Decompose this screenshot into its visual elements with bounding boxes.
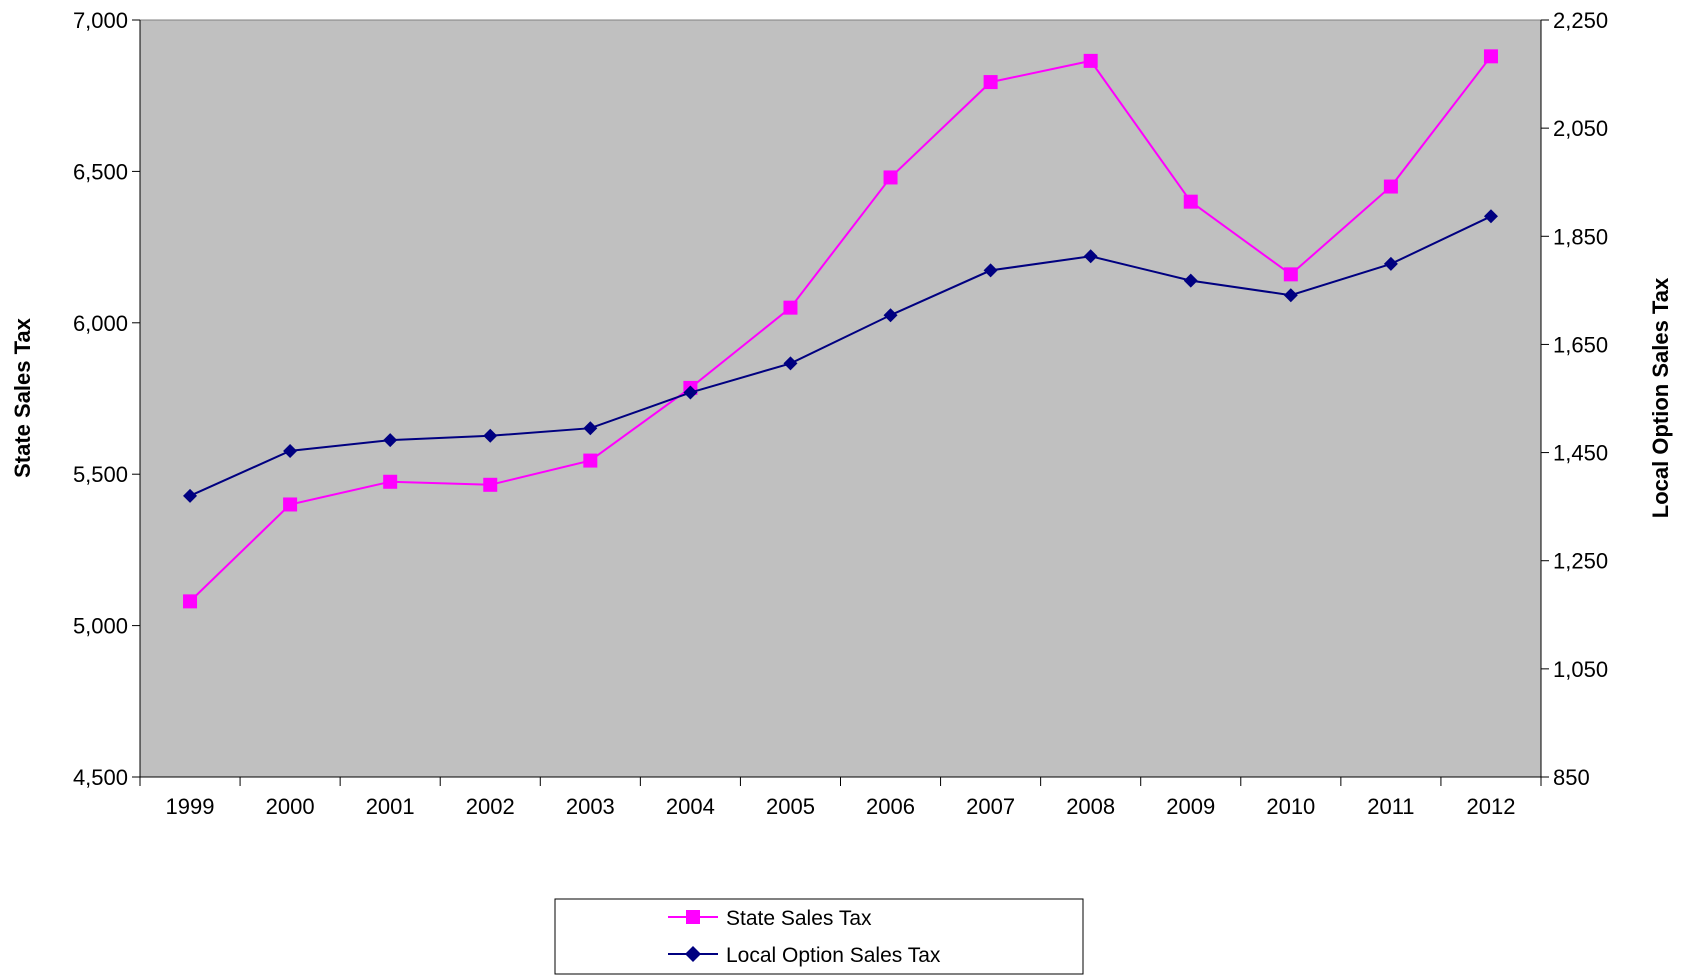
y2-tick-label: 1,050 bbox=[1553, 657, 1608, 682]
series-0-point bbox=[183, 594, 198, 609]
series-1-point bbox=[183, 488, 198, 503]
y-tick-label: 4,500 bbox=[73, 765, 128, 790]
series-1-point bbox=[1083, 249, 1098, 264]
x-tick-label: 2012 bbox=[1466, 794, 1515, 819]
legend: State Sales Tax Local Option Sales Tax bbox=[554, 898, 1084, 975]
series-line-0 bbox=[189, 55, 1492, 603]
series-1-point bbox=[983, 263, 998, 278]
plot-area bbox=[139, 19, 1542, 778]
y2-tick-label: 1,850 bbox=[1553, 224, 1608, 249]
x-tick-label: 2005 bbox=[766, 794, 815, 819]
x-tick-label: 2003 bbox=[566, 794, 615, 819]
y2-tick-label: 2,250 bbox=[1553, 8, 1608, 33]
series-0-point bbox=[1483, 49, 1498, 64]
series-1-point bbox=[683, 385, 698, 400]
x-tick-label: 2010 bbox=[1266, 794, 1315, 819]
series-1-point bbox=[383, 433, 398, 448]
series-0-point bbox=[1183, 194, 1198, 209]
y-tick-label: 6,000 bbox=[73, 311, 128, 336]
x-tick-label: 2011 bbox=[1367, 794, 1414, 819]
x-tick-label: 2008 bbox=[1066, 794, 1115, 819]
y2-tick-label: 2,050 bbox=[1553, 116, 1608, 141]
y2-axis-title: Local Option Sales Tax bbox=[1648, 277, 1673, 518]
x-tick-label: 2002 bbox=[466, 794, 515, 819]
axes-layer: 4,500 5,000 5,500 6,000 6,500 7,000 850 1,050 1,… bbox=[73, 8, 1608, 819]
series-1-point bbox=[883, 308, 898, 323]
legend-state-marker bbox=[686, 910, 700, 924]
series-0-point bbox=[383, 474, 398, 489]
y-tick-label: 5,000 bbox=[73, 614, 128, 639]
series-0-point bbox=[483, 477, 498, 492]
y-axis-title: State Sales Tax bbox=[10, 317, 35, 478]
legend-local-marker bbox=[685, 946, 701, 962]
y2-tick-label: 850 bbox=[1553, 765, 1590, 790]
y-tick-label: 5,500 bbox=[73, 462, 128, 487]
y2-tick-label: 1,450 bbox=[1553, 441, 1608, 466]
x-tick-label: 2006 bbox=[866, 794, 915, 819]
series-1-point bbox=[283, 443, 298, 458]
series-1-point bbox=[1283, 288, 1298, 303]
series-1-point bbox=[1483, 209, 1498, 224]
series-0-point bbox=[583, 453, 598, 468]
x-tick-label: 2007 bbox=[966, 794, 1015, 819]
x-tick-label: 2004 bbox=[666, 794, 715, 819]
series-0-point bbox=[1383, 179, 1398, 194]
y-tick-label: 6,500 bbox=[73, 159, 128, 184]
legend-local-label: Local Option Sales Tax bbox=[726, 944, 941, 967]
series-0-point bbox=[983, 75, 998, 90]
x-tick-label: 2009 bbox=[1166, 794, 1215, 819]
series-0-point bbox=[1083, 53, 1098, 68]
series-1-point bbox=[1383, 256, 1398, 271]
legend-box bbox=[554, 898, 1084, 975]
series-layer bbox=[183, 49, 1498, 609]
legend-state-label: State Sales Tax bbox=[726, 907, 872, 930]
y2-tick-label: 1,650 bbox=[1553, 332, 1608, 357]
series-0-point bbox=[1283, 267, 1298, 282]
series-1-point bbox=[483, 428, 498, 443]
series-0-point bbox=[283, 497, 298, 512]
y2-tick-label: 1,250 bbox=[1553, 549, 1608, 574]
series-0-point bbox=[783, 300, 798, 315]
x-tick-label: 2000 bbox=[266, 794, 315, 819]
series-1-point bbox=[1183, 273, 1198, 288]
series-1-point bbox=[783, 356, 798, 371]
x-tick-label: 2001 bbox=[366, 794, 415, 819]
series-1-point bbox=[583, 421, 598, 436]
series-line-1 bbox=[189, 215, 1492, 497]
series-0-point bbox=[883, 170, 898, 185]
x-tick-label: 1999 bbox=[166, 794, 215, 819]
y-tick-label: 7,000 bbox=[73, 8, 128, 33]
